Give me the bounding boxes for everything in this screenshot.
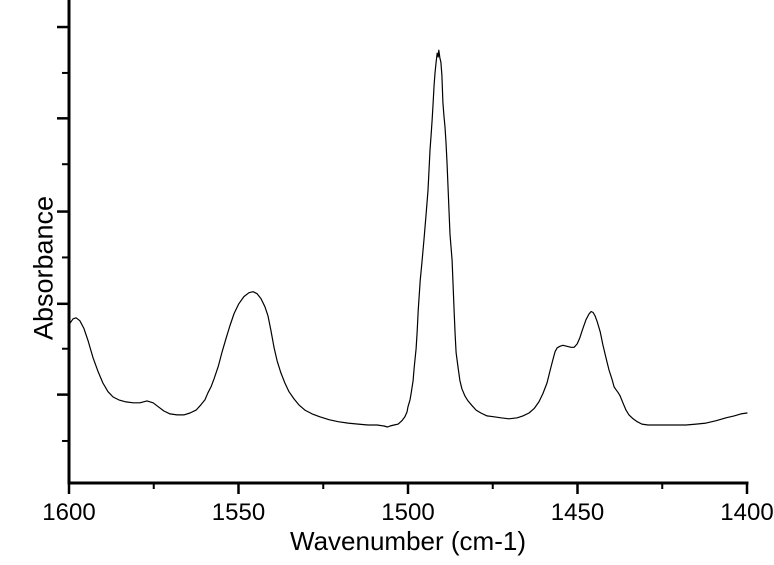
x-tick-label: 1400 bbox=[720, 499, 773, 526]
x-tick-label: 1500 bbox=[381, 499, 434, 526]
x-tick-label: 1550 bbox=[212, 499, 265, 526]
x-axis-title: Wavenumber (cm-1) bbox=[290, 526, 526, 556]
y-axis-title: Absorbance bbox=[28, 195, 59, 341]
x-tick-label: 1450 bbox=[551, 499, 604, 526]
spectrum-curve bbox=[68, 49, 748, 428]
x-tick-label: 1600 bbox=[42, 499, 95, 526]
